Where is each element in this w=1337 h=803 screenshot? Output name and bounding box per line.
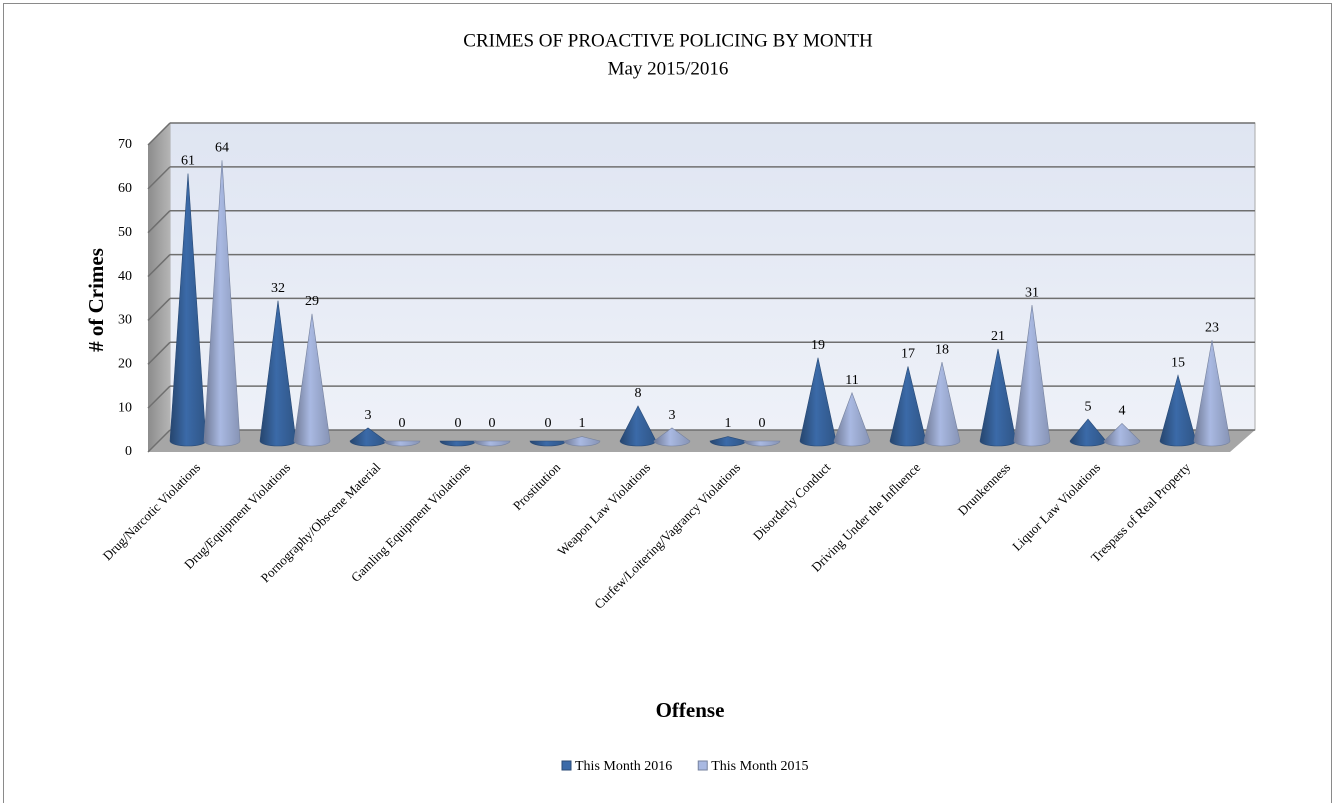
cone <box>293 313 331 447</box>
side-wall <box>148 123 170 452</box>
y-tick-label: 30 <box>118 313 132 328</box>
data-label: 19 <box>811 338 825 353</box>
back-wall <box>169 122 1256 431</box>
data-label: 29 <box>305 294 319 309</box>
y-tick-label: 20 <box>118 357 132 372</box>
data-label: 0 <box>489 416 496 431</box>
data-label: 0 <box>545 416 552 431</box>
data-label: 8 <box>635 386 642 401</box>
cone <box>203 160 241 447</box>
grid-line <box>147 385 171 409</box>
y-tick-label: 70 <box>118 137 132 152</box>
cone <box>383 440 421 447</box>
chart-subtitle: May 2015/2016 <box>608 58 729 79</box>
y-tick-label: 50 <box>118 225 132 240</box>
legend-swatch <box>561 760 572 771</box>
data-label: 5 <box>1085 399 1092 414</box>
data-label: 3 <box>669 408 676 423</box>
cone <box>653 427 691 447</box>
grid-line <box>147 254 171 278</box>
data-label: 21 <box>991 329 1005 344</box>
cone <box>833 391 871 447</box>
legend-label: This Month 2015 <box>711 759 808 774</box>
cone <box>473 440 511 447</box>
data-label: 0 <box>455 416 462 431</box>
y-axis-title: # of Crimes <box>84 248 108 352</box>
data-label: 64 <box>215 141 229 156</box>
cone <box>743 440 781 447</box>
y-tick-label: 10 <box>118 400 132 415</box>
data-label: 4 <box>1119 404 1126 419</box>
data-label: 0 <box>399 416 406 431</box>
data-label: 31 <box>1025 285 1039 300</box>
data-label: 1 <box>579 416 586 431</box>
legend-label: This Month 2016 <box>575 759 672 774</box>
data-label: 18 <box>935 342 949 357</box>
legend-swatch <box>697 760 708 771</box>
data-label: 61 <box>181 154 195 169</box>
cone <box>1193 340 1231 447</box>
data-label: 15 <box>1171 355 1185 370</box>
x-axis-title: Offense <box>656 698 725 722</box>
grid-line <box>147 341 171 365</box>
data-label: 11 <box>845 373 858 388</box>
cone <box>923 361 961 447</box>
cone <box>563 436 601 447</box>
data-label: 32 <box>271 281 285 296</box>
y-tick-label: 60 <box>118 181 132 196</box>
data-label: 1 <box>725 416 732 431</box>
cone <box>1013 305 1051 447</box>
floor <box>148 430 1255 452</box>
chart-title: CRIMES OF PROACTIVE POLICING BY MONTH <box>463 30 873 51</box>
data-label: 0 <box>759 416 766 431</box>
grid-line <box>147 166 171 190</box>
y-tick-label: 40 <box>118 269 132 284</box>
data-label: 3 <box>365 408 372 423</box>
grid-line <box>147 210 171 234</box>
grid-line <box>147 122 171 146</box>
cone <box>1103 423 1141 447</box>
y-tick-label: 0 <box>125 444 132 459</box>
grid-line <box>147 297 171 321</box>
data-label: 17 <box>901 347 915 362</box>
grid-line <box>147 429 171 453</box>
data-label: 23 <box>1205 320 1219 335</box>
